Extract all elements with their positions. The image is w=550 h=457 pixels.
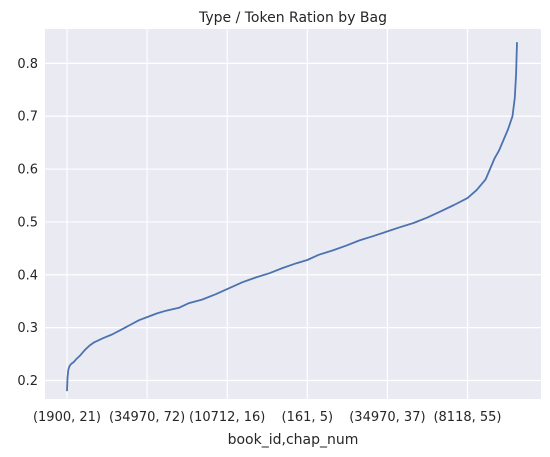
x-tick-label: (10712, 16) bbox=[189, 410, 265, 425]
y-tick-label: 0.4 bbox=[17, 268, 38, 283]
x-tick-label: (161, 5) bbox=[282, 410, 334, 425]
x-tick-label: (1900, 21) bbox=[33, 410, 101, 425]
series-layer bbox=[66, 42, 518, 392]
x-gridlines bbox=[66, 29, 469, 399]
y-tick-label: 0.3 bbox=[17, 321, 38, 336]
y-tick-labels: 0.2 0.3 0.4 0.5 0.6 0.7 0.8 bbox=[17, 57, 38, 389]
plot-area bbox=[45, 29, 541, 399]
y-tick-label: 0.5 bbox=[17, 215, 38, 230]
x-tick-label: (34970, 72) bbox=[109, 410, 185, 425]
x-tick-labels: (1900, 21) (34970, 72) (10712, 16) (161, 5)… bbox=[33, 410, 502, 425]
y-gridlines bbox=[45, 62, 541, 382]
y-tick-label: 0.7 bbox=[17, 110, 38, 125]
chart-title: Type / Token Ration by Bag bbox=[198, 10, 387, 26]
y-tick-label: 0.8 bbox=[17, 57, 38, 72]
x-axis-label: book_id,chap_num bbox=[228, 432, 359, 448]
y-tick-label: 0.6 bbox=[17, 163, 38, 178]
y-tick-label: 0.2 bbox=[17, 374, 38, 389]
x-tick-label: (8118, 55) bbox=[433, 410, 501, 425]
series-line bbox=[66, 42, 518, 392]
x-tick-label: (34970, 37) bbox=[349, 410, 425, 425]
